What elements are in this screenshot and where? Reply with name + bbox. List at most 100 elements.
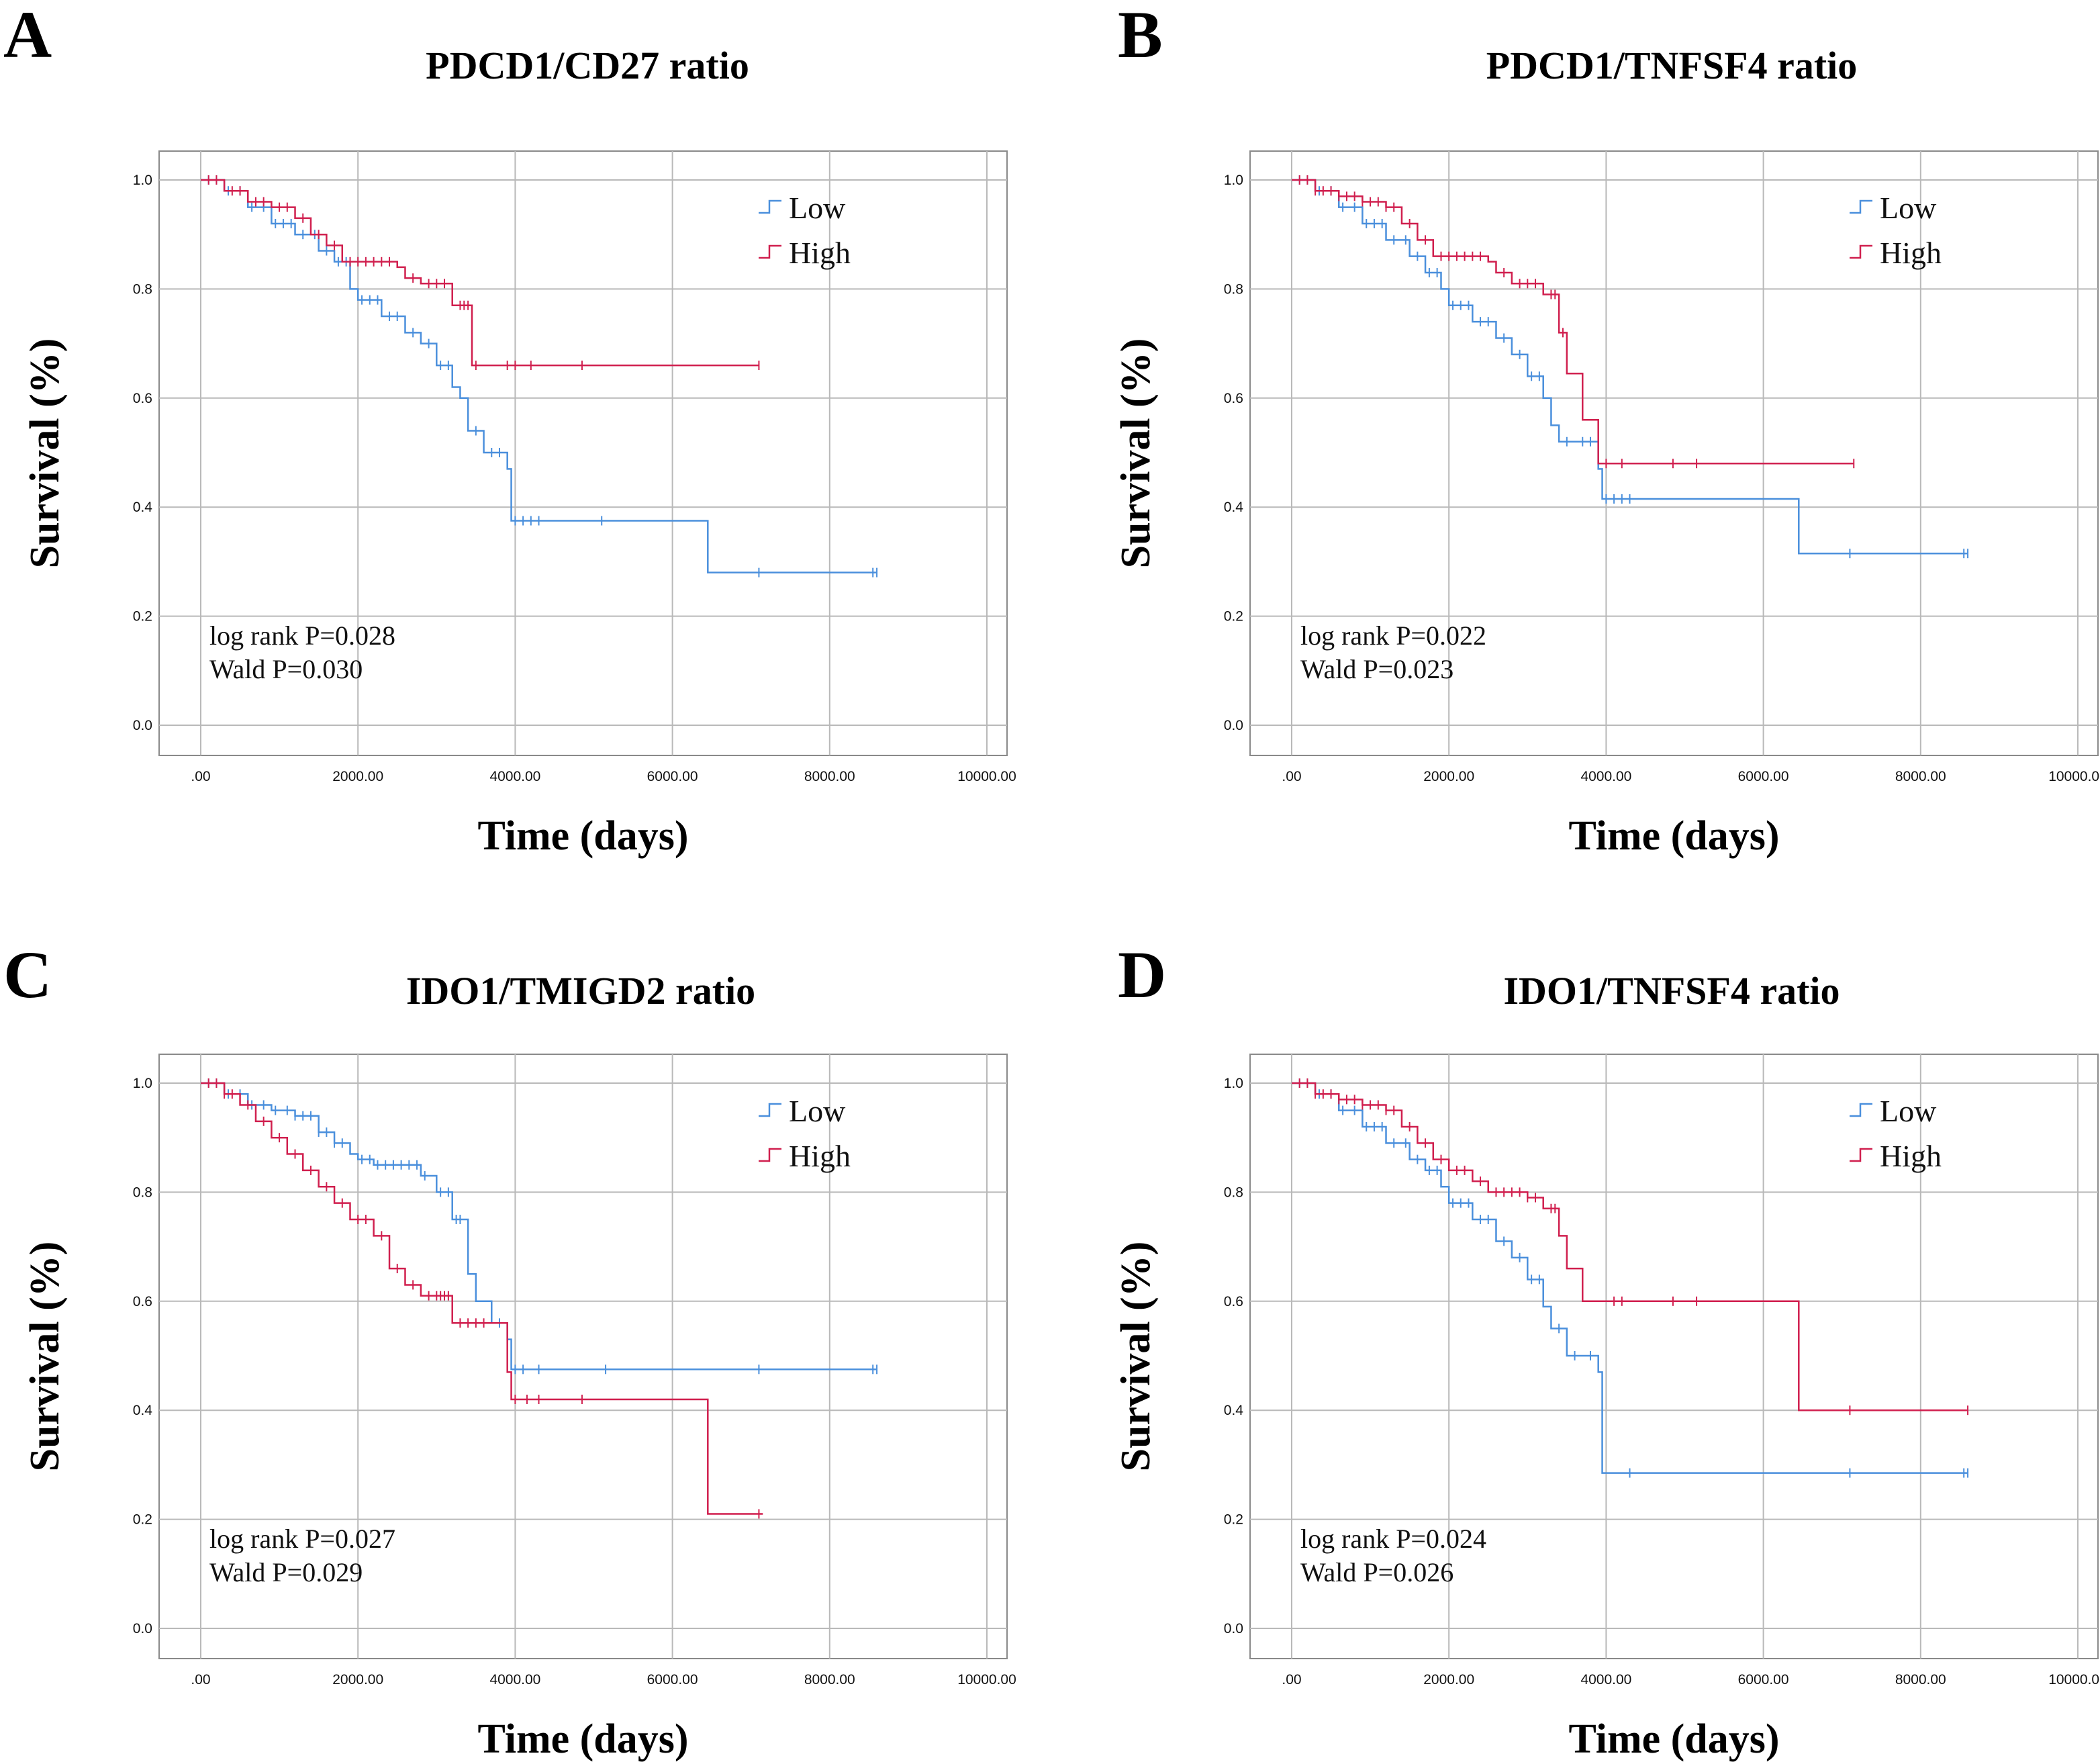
y-tick-label: 0.4 [1224,500,1244,515]
legend-label-high: High [789,1139,851,1173]
stat-annotation: Wald P=0.026 [1300,1557,1453,1587]
y-tick-label: 0.0 [133,1621,152,1636]
legend-label-low: Low [789,191,846,225]
x-tick-label: 6000.00 [1738,769,1789,784]
legend-swatch-high [1850,244,1872,259]
y-tick-label: 0.4 [1224,1403,1244,1418]
x-tick-label: 4000.00 [489,1672,540,1687]
chart-title: PDCD1/TNFSF4 ratio [1486,44,1858,87]
legend-label-high: High [1880,1139,1942,1173]
y-tick-label: 0.6 [1224,1294,1243,1309]
stat-annotation: Wald P=0.030 [209,654,363,684]
x-tick-label: 10000.00 [957,769,1016,784]
km-panel-b: B PDCD1/TNFSF4 ratio .00 2000.00 4000.00 6000… [1113,0,2100,859]
stat-annotation: log rank P=0.022 [1300,620,1486,651]
x-tick-label: 4000.00 [1580,1672,1631,1687]
y-axis-label: Survival (%) [22,1242,68,1472]
panel-letter: B [1118,0,1163,72]
x-axis-label: Time (days) [1568,1716,1779,1762]
y-tick-label: 0.8 [133,281,152,297]
chart-title: IDO1/TNFSF4 ratio [1503,969,1840,1013]
legend-swatch-high [1850,1148,1872,1162]
x-tick-label: 8000.00 [1895,769,1946,784]
legend-label-low: Low [1880,1094,1937,1128]
chart-title: IDO1/TMIGD2 ratio [406,969,755,1013]
y-tick-label: 1.0 [1224,173,1243,188]
survival-curve-high [1292,179,1854,465]
km-panel-a: A PDCD1/CD27 ratio .00 2000.00 4000.00 6000.0… [3,0,1016,859]
x-axis-label: Time (days) [477,813,688,859]
legend-swatch-high [759,244,781,259]
y-axis-label: Survival (%) [1113,338,1159,569]
x-tick-label: 4000.00 [1580,769,1631,784]
y-tick-label: 0.6 [133,1294,152,1309]
y-tick-label: 0.6 [133,391,152,406]
y-tick-label: 1.0 [1224,1076,1243,1091]
y-tick-label: 1.0 [133,173,152,188]
x-tick-label: 2000.00 [332,1672,383,1687]
y-tick-label: 0.8 [1224,281,1243,297]
stat-annotation: log rank P=0.024 [1300,1524,1486,1554]
panel-letter: D [1118,937,1166,1012]
stat-annotation: Wald P=0.029 [209,1557,363,1587]
y-tick-label: 0.8 [1224,1185,1243,1200]
chart-title: PDCD1/CD27 ratio [426,44,749,87]
survival-curve-high [201,179,759,367]
survival-curve-low [201,1082,877,1371]
legend-swatch-low [1850,1103,1872,1117]
y-axis-label: Survival (%) [22,338,68,569]
x-tick-label: .00 [191,769,210,784]
x-axis-label: Time (days) [477,1716,688,1762]
x-tick-label: 10000.00 [2048,769,2100,784]
panel-letter: C [3,937,52,1012]
survival-curve-low [201,179,877,573]
legend-label-high: High [1880,236,1942,270]
legend-swatch-low [1850,199,1872,214]
km-panel-c: C IDO1/TMIGD2 ratio .00 2000.00 4000.00 6000.… [3,937,1016,1762]
x-tick-label: .00 [1282,769,1301,784]
x-tick-label: 8000.00 [1895,1672,1946,1687]
x-tick-label: 10000.00 [957,1672,1016,1687]
y-tick-label: 0.0 [133,718,152,733]
km-panel-d: D IDO1/TNFSF4 ratio .00 2000.00 4000.00 6000.… [1113,937,2100,1762]
panel-letter: A [3,0,52,72]
y-tick-label: 0.2 [1224,1512,1243,1528]
plot-frame [158,1054,1008,1659]
x-tick-label: .00 [191,1672,210,1687]
y-tick-label: 0.4 [133,1403,153,1418]
y-axis-label: Survival (%) [1113,1242,1159,1472]
legend-swatch-low [759,199,781,214]
y-tick-label: 0.8 [133,1185,152,1200]
x-tick-label: 6000.00 [647,769,698,784]
y-tick-label: 0.6 [1224,391,1243,406]
y-tick-label: 0.2 [133,1512,152,1528]
stat-annotation: log rank P=0.028 [209,620,395,651]
stat-annotation: Wald P=0.023 [1300,654,1453,684]
survival-curve-high [1292,1082,1968,1411]
stat-annotation: log rank P=0.027 [209,1524,395,1554]
x-tick-label: 2000.00 [1423,769,1474,784]
legend-label-low: Low [789,1094,846,1128]
x-tick-label: 4000.00 [489,769,540,784]
survival-curve-high [201,1082,763,1515]
survival-curve-low [1292,1082,1968,1474]
y-tick-label: 0.2 [133,609,152,624]
x-axis-label: Time (days) [1568,813,1779,859]
x-tick-label: 8000.00 [804,769,855,784]
legend-label-high: High [789,236,851,270]
y-tick-label: 1.0 [133,1076,152,1091]
plot-frame [1249,1054,2099,1659]
legend-label-low: Low [1880,191,1937,225]
y-tick-label: 0.0 [1224,718,1243,733]
x-tick-label: 2000.00 [1423,1672,1474,1687]
y-tick-label: 0.2 [1224,609,1243,624]
plot-frame [1249,150,2099,756]
x-tick-label: 6000.00 [647,1672,698,1687]
y-tick-label: 0.4 [133,500,153,515]
plot-frame [158,150,1008,756]
legend-swatch-high [759,1148,781,1162]
y-tick-label: 0.0 [1224,1621,1243,1636]
x-tick-label: 2000.00 [332,769,383,784]
legend-swatch-low [759,1103,781,1117]
